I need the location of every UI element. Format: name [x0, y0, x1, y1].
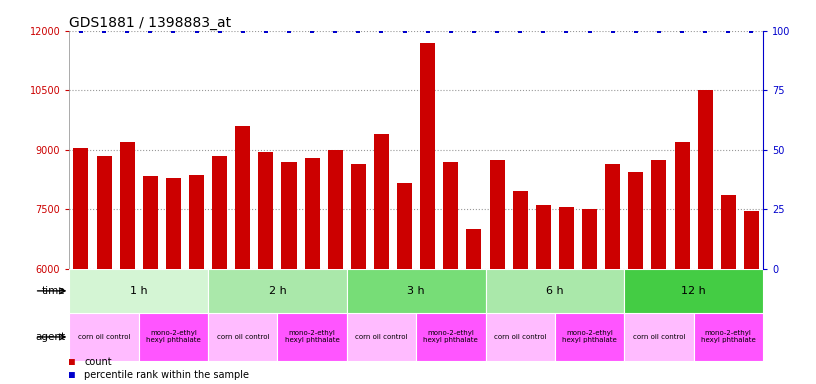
Bar — [624, 269, 763, 313]
Point — [444, 28, 457, 34]
Bar — [486, 313, 555, 361]
Bar — [651, 160, 667, 384]
Bar — [73, 148, 88, 384]
Bar — [443, 162, 459, 384]
Bar — [282, 162, 296, 384]
Point — [560, 28, 573, 34]
Bar — [694, 313, 763, 361]
Point — [721, 28, 734, 34]
Bar — [347, 269, 486, 313]
Point — [166, 28, 180, 34]
Point — [329, 28, 342, 34]
Bar — [120, 142, 135, 384]
Text: GDS1881 / 1398883_at: GDS1881 / 1398883_at — [69, 16, 232, 30]
Point — [629, 28, 642, 34]
Text: 6 h: 6 h — [546, 286, 564, 296]
Point — [398, 28, 411, 34]
Point — [74, 28, 87, 34]
Text: corn oil control: corn oil control — [78, 334, 131, 340]
Point — [583, 28, 596, 34]
Text: time: time — [42, 286, 65, 296]
Bar — [605, 164, 620, 384]
Bar — [512, 191, 528, 384]
Text: mono-2-ethyl
hexyl phthalate: mono-2-ethyl hexyl phthalate — [701, 331, 756, 343]
Bar — [420, 43, 435, 384]
Bar — [69, 313, 139, 361]
Text: ■: ■ — [69, 370, 81, 380]
Bar — [555, 313, 624, 361]
Bar — [212, 156, 227, 384]
Bar — [416, 313, 486, 361]
Bar — [559, 207, 574, 384]
Bar — [189, 175, 204, 384]
Point — [305, 28, 318, 34]
Text: corn oil control: corn oil control — [632, 334, 685, 340]
Bar — [69, 269, 208, 313]
Bar — [96, 156, 112, 384]
Point — [98, 28, 111, 34]
Bar — [351, 164, 366, 384]
Bar — [490, 160, 504, 384]
Text: count: count — [84, 357, 112, 367]
Bar — [208, 269, 347, 313]
Bar — [467, 229, 481, 384]
Point — [144, 28, 157, 34]
Text: 12 h: 12 h — [681, 286, 706, 296]
Bar — [347, 313, 416, 361]
Bar — [675, 142, 690, 384]
Text: 2 h: 2 h — [268, 286, 286, 296]
Point — [213, 28, 226, 34]
Bar — [277, 313, 347, 361]
Text: ■: ■ — [69, 357, 81, 367]
Text: corn oil control: corn oil control — [216, 334, 269, 340]
Text: corn oil control: corn oil control — [355, 334, 408, 340]
Bar — [235, 126, 251, 384]
Text: 3 h: 3 h — [407, 286, 425, 296]
Bar — [721, 195, 736, 384]
Bar — [624, 313, 694, 361]
Point — [490, 28, 503, 34]
Bar — [582, 209, 597, 384]
Point — [236, 28, 249, 34]
Bar — [143, 175, 157, 384]
Bar — [628, 172, 643, 384]
Point — [468, 28, 481, 34]
Bar — [208, 313, 277, 361]
Point — [698, 28, 712, 34]
Bar — [139, 313, 208, 361]
Text: corn oil control: corn oil control — [494, 334, 547, 340]
Bar — [744, 211, 759, 384]
Point — [282, 28, 295, 34]
Point — [375, 28, 388, 34]
Bar — [259, 152, 273, 384]
Point — [652, 28, 665, 34]
Bar — [304, 158, 320, 384]
Point — [121, 28, 134, 34]
Bar — [698, 90, 712, 384]
Bar — [486, 269, 624, 313]
Text: mono-2-ethyl
hexyl phthalate: mono-2-ethyl hexyl phthalate — [146, 331, 201, 343]
Text: agent: agent — [35, 332, 65, 342]
Text: mono-2-ethyl
hexyl phthalate: mono-2-ethyl hexyl phthalate — [424, 331, 478, 343]
Point — [745, 28, 758, 34]
Bar — [166, 177, 181, 384]
Bar — [374, 134, 389, 384]
Bar — [397, 184, 412, 384]
Bar — [536, 205, 551, 384]
Point — [513, 28, 526, 34]
Point — [537, 28, 550, 34]
Text: mono-2-ethyl
hexyl phthalate: mono-2-ethyl hexyl phthalate — [562, 331, 617, 343]
Point — [606, 28, 619, 34]
Bar — [328, 150, 343, 384]
Text: percentile rank within the sample: percentile rank within the sample — [84, 370, 249, 380]
Point — [421, 28, 434, 34]
Text: 1 h: 1 h — [130, 286, 148, 296]
Point — [190, 28, 203, 34]
Point — [352, 28, 365, 34]
Point — [259, 28, 273, 34]
Text: mono-2-ethyl
hexyl phthalate: mono-2-ethyl hexyl phthalate — [285, 331, 339, 343]
Point — [676, 28, 689, 34]
